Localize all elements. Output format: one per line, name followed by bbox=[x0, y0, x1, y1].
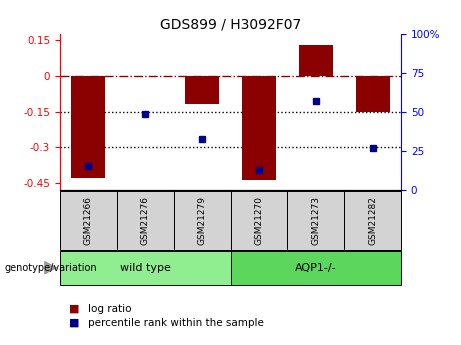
Bar bbox=[299, 45, 333, 76]
Bar bbox=[242, 76, 276, 180]
Bar bbox=[355, 76, 390, 111]
Text: ■: ■ bbox=[69, 318, 80, 327]
Text: ■: ■ bbox=[69, 304, 80, 314]
Bar bbox=[230, 191, 287, 250]
Bar bbox=[185, 76, 219, 105]
Bar bbox=[230, 251, 401, 285]
Text: wild type: wild type bbox=[120, 263, 171, 273]
Text: GSM21279: GSM21279 bbox=[198, 196, 207, 245]
Text: genotype/variation: genotype/variation bbox=[5, 263, 97, 273]
Text: GSM21273: GSM21273 bbox=[311, 196, 320, 245]
Text: GSM21276: GSM21276 bbox=[141, 196, 150, 245]
Bar bbox=[71, 76, 106, 178]
Bar bbox=[174, 191, 230, 250]
Text: GSM21270: GSM21270 bbox=[254, 196, 263, 245]
Text: AQP1-/-: AQP1-/- bbox=[295, 263, 337, 273]
Text: log ratio: log ratio bbox=[88, 304, 131, 314]
Text: GSM21266: GSM21266 bbox=[84, 196, 93, 245]
Bar bbox=[344, 191, 401, 250]
Bar bbox=[287, 191, 344, 250]
Text: percentile rank within the sample: percentile rank within the sample bbox=[88, 318, 264, 327]
Text: GSM21282: GSM21282 bbox=[368, 196, 377, 245]
Title: GDS899 / H3092F07: GDS899 / H3092F07 bbox=[160, 18, 301, 32]
Bar bbox=[117, 191, 174, 250]
Bar bbox=[60, 251, 230, 285]
Bar bbox=[60, 191, 117, 250]
